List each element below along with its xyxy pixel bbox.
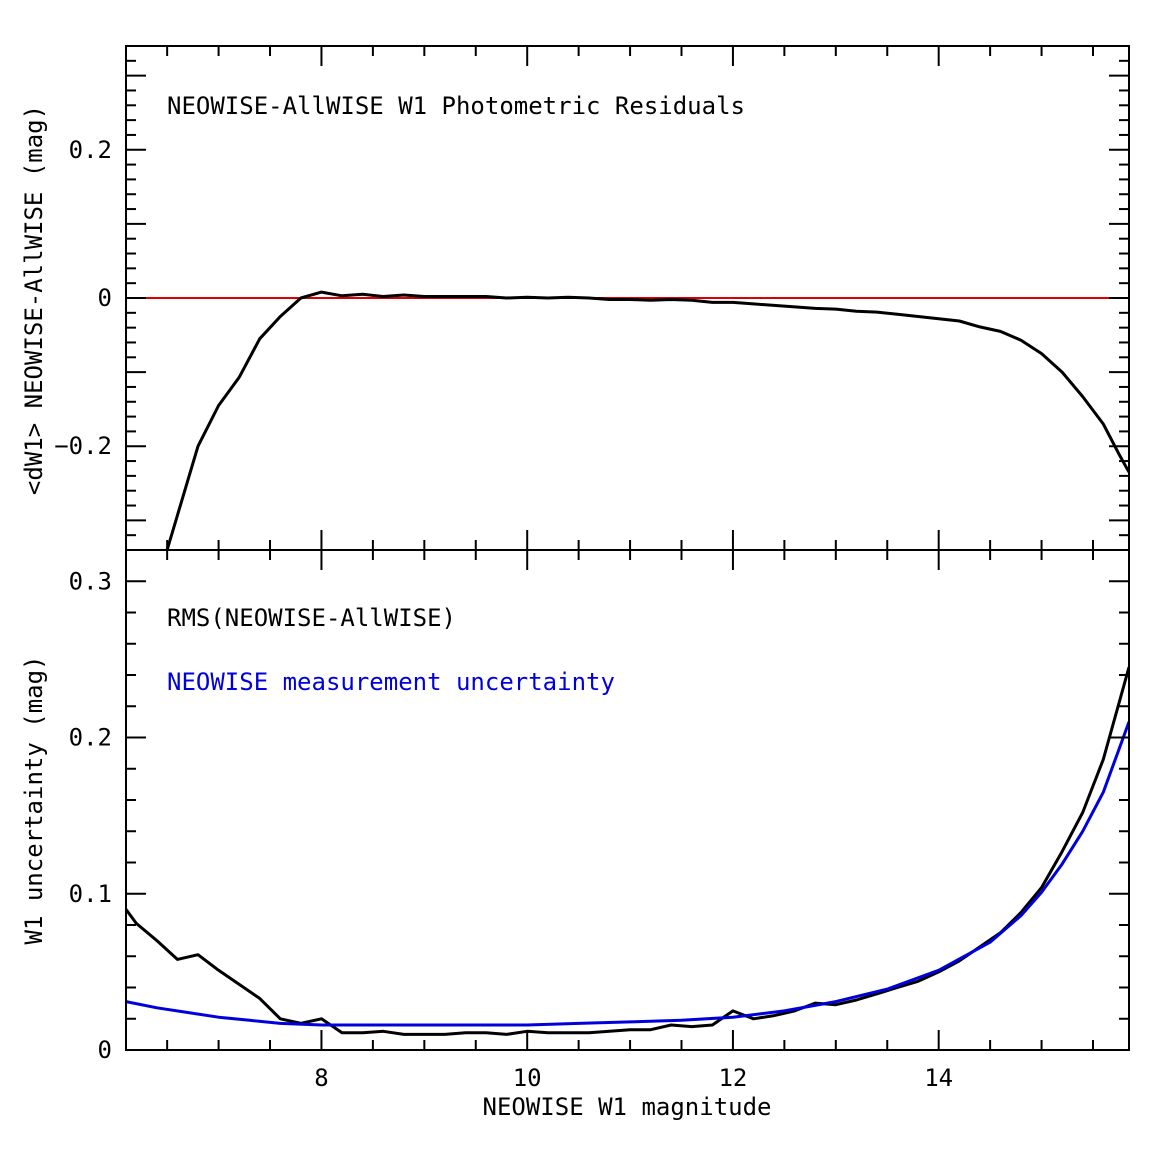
bottom-panel-series-0-line xyxy=(126,666,1129,1036)
top-panel-y-tick-label: −0.2 xyxy=(54,432,112,460)
bottom-panel-x-tick-label: 14 xyxy=(924,1064,953,1092)
rms-annotation: RMS(NEOWISE-AllWISE) xyxy=(167,604,456,632)
bottom-panel-x-tick-label: 10 xyxy=(513,1064,542,1092)
bottom-panel-y-tick-label: 0.3 xyxy=(69,567,112,595)
top-panel-y-axis-label: <dW1> NEOWISE-AllWISE (mag) xyxy=(20,105,48,495)
x-axis-label: NEOWISE W1 magnitude xyxy=(483,1093,772,1121)
bottom-panel-y-tick-label: 0.2 xyxy=(69,724,112,752)
measurement-uncertainty-annotation: NEOWISE measurement uncertainty xyxy=(167,668,615,696)
top-panel-series-0-line xyxy=(165,290,1129,550)
bottom-panel-y-tick-label: 0 xyxy=(98,1036,112,1064)
bottom-panel-y-tick-label: 0.1 xyxy=(69,880,112,908)
top-panel-y-tick-label: 0 xyxy=(98,284,112,312)
bottom-panel-y-axis-label: W1 uncertainty (mag) xyxy=(20,656,48,945)
bottom-panel-x-tick-label: 8 xyxy=(314,1064,328,1092)
bottom-panel-x-tick-label: 12 xyxy=(718,1064,747,1092)
top-panel-y-tick-label: 0.2 xyxy=(69,136,112,164)
bottom-panel-series-1-line xyxy=(126,721,1129,1027)
top-panel-title: NEOWISE-AllWISE W1 Photometric Residuals xyxy=(167,92,745,120)
